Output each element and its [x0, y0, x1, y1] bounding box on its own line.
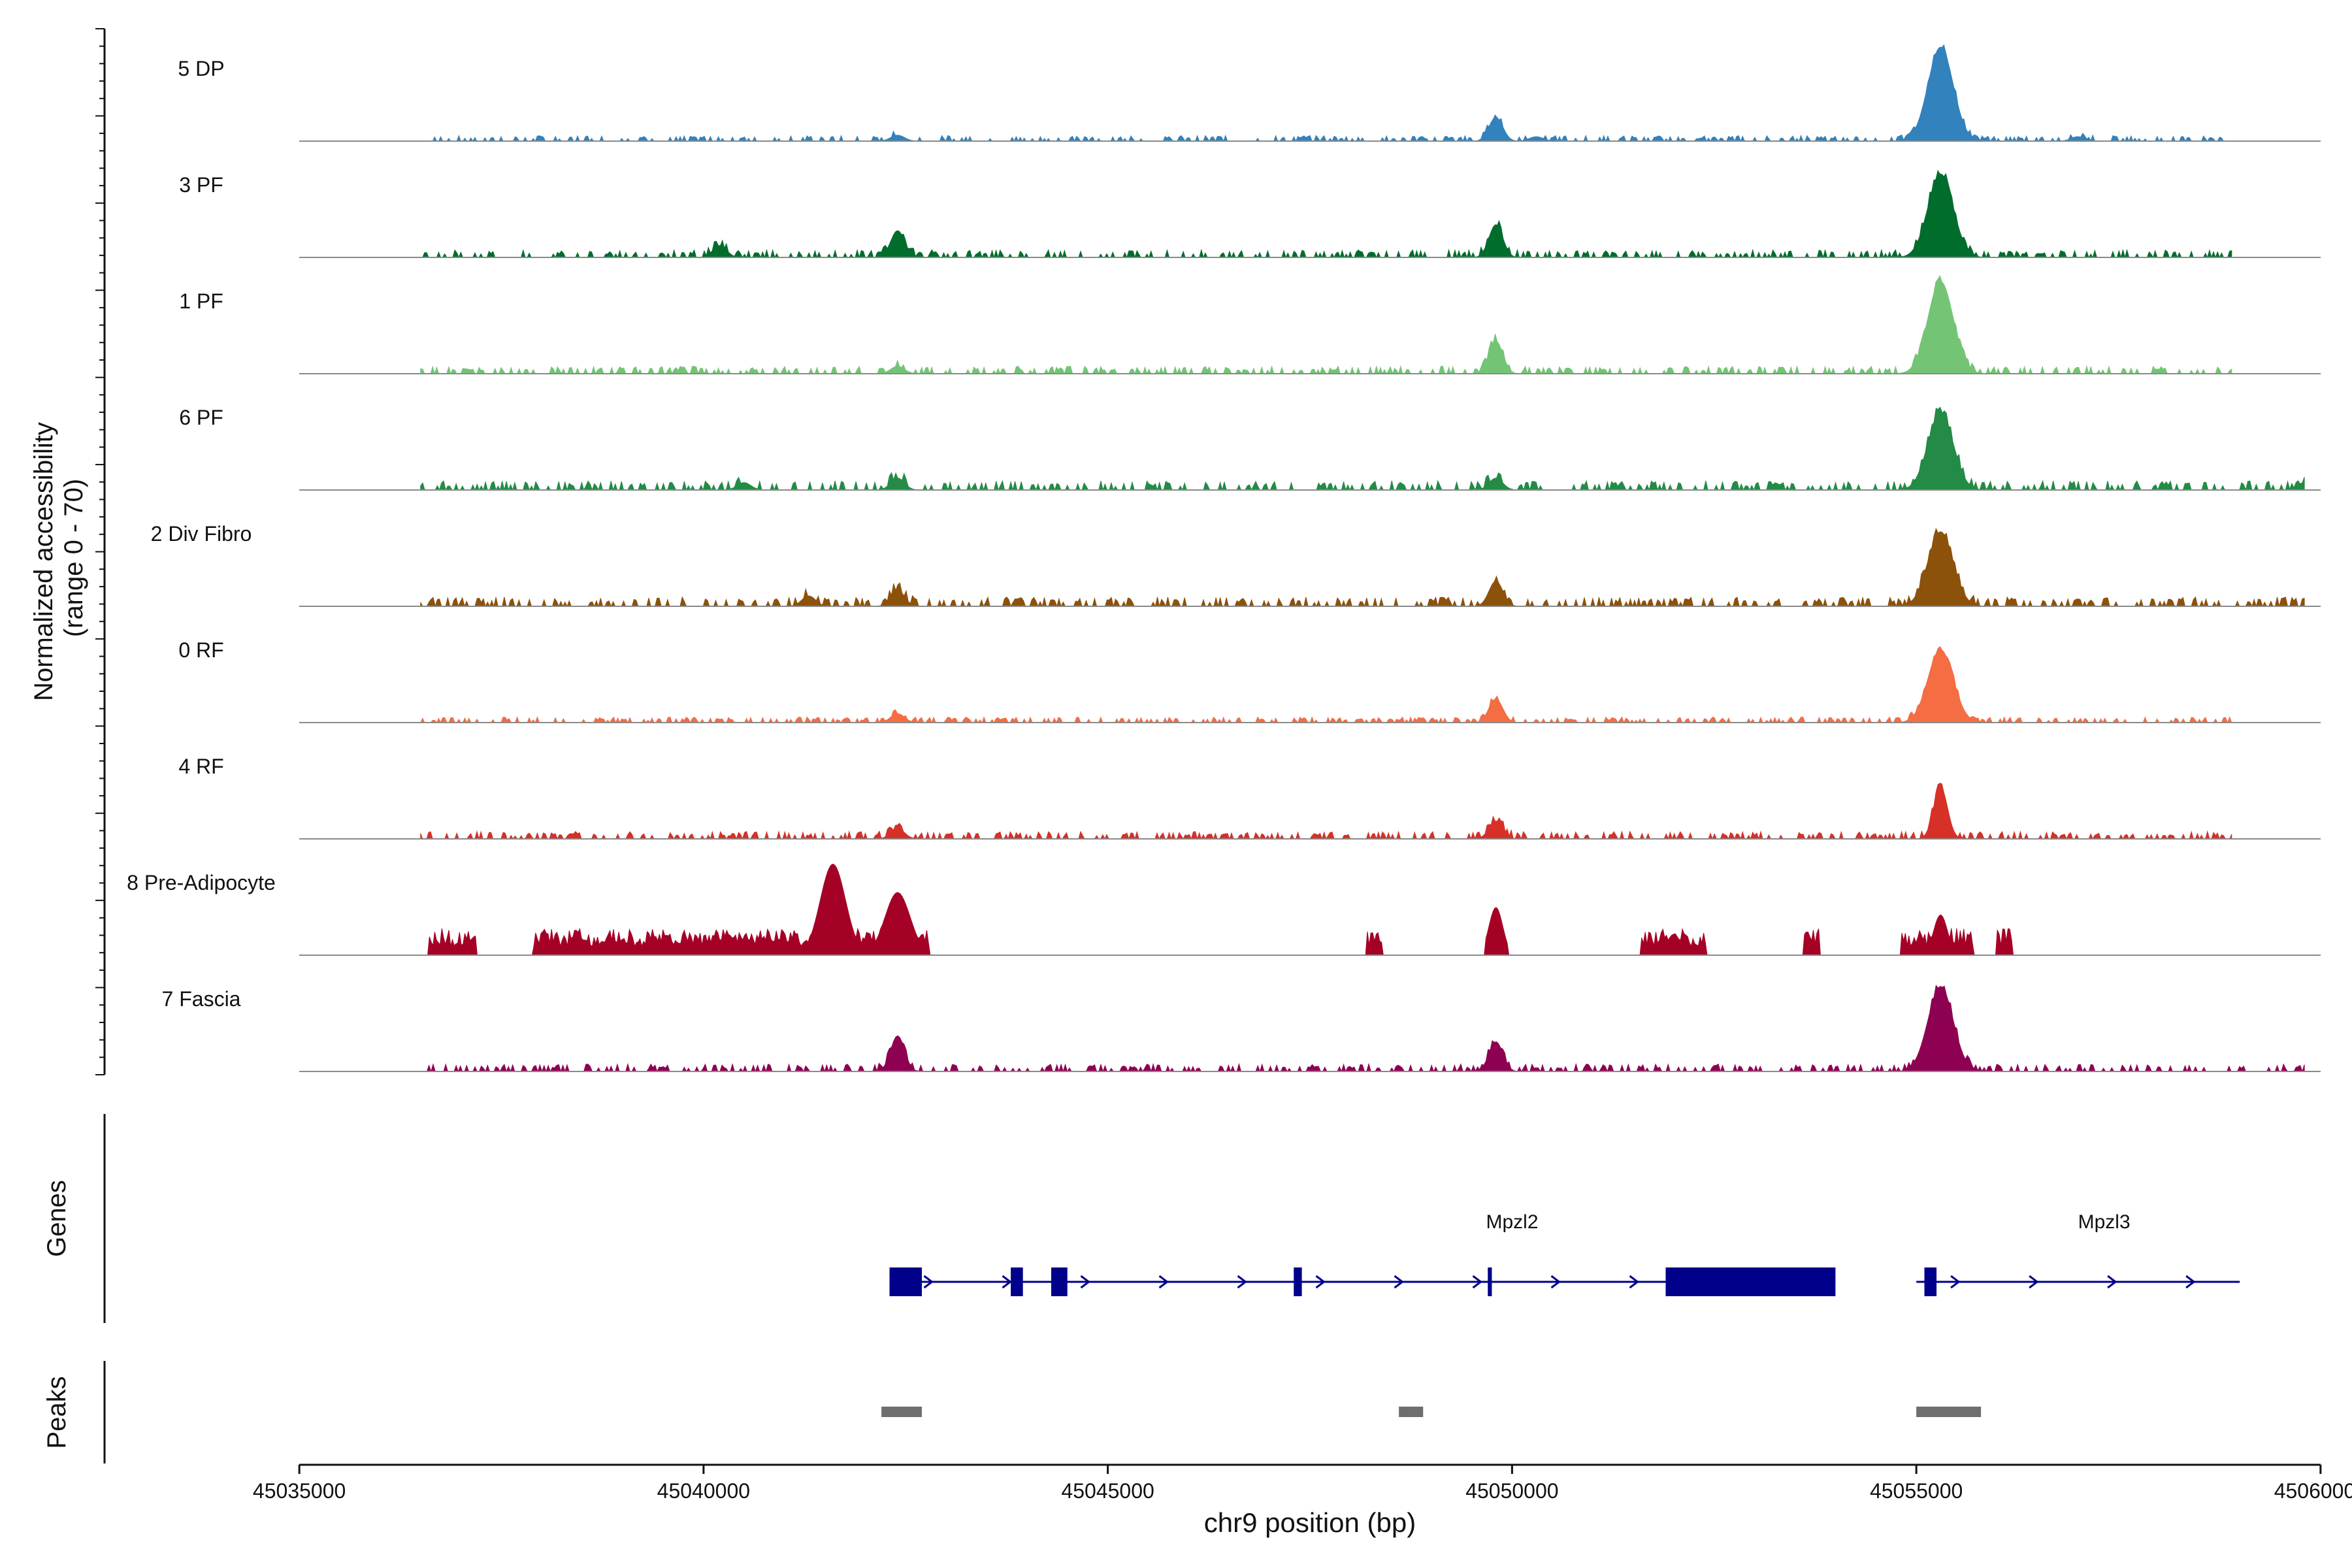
track-8-pre-adipocyte: 8 Pre-Adipocyte — [127, 864, 2321, 956]
track-6-pf: 6 PF — [179, 406, 2321, 491]
track-label: 6 PF — [179, 406, 223, 429]
peak-region-bar — [881, 1407, 922, 1417]
gene-exon — [889, 1267, 922, 1296]
track-label: 2 Div Fibro — [151, 522, 252, 546]
track-label: 0 RF — [178, 638, 223, 662]
coverage-area — [420, 985, 2305, 1073]
strand-arrow — [1472, 1275, 1482, 1289]
gene-mpzl2: Mpzl2 — [889, 1211, 1836, 1296]
track-label: 1 PF — [179, 289, 223, 313]
coverage-area — [420, 783, 2232, 840]
coverage-area — [420, 406, 2305, 491]
coverage-area — [420, 44, 2232, 142]
gene-label: Mpzl2 — [1486, 1211, 1538, 1233]
x-tick-label: 45050000 — [1465, 1479, 1558, 1503]
coverage-y-axis-label: Normalized accessibility (range 0 - 70) — [29, 415, 88, 701]
x-tick-label: 45055000 — [1870, 1479, 1963, 1503]
track-1-pf: 1 PF — [179, 274, 2321, 375]
peak-region-bar — [1916, 1407, 1982, 1417]
strand-arrow — [1237, 1275, 1247, 1289]
coverage-y-ticks — [95, 28, 105, 1075]
gene-exon — [1488, 1267, 1492, 1296]
peak-region-bar — [1399, 1407, 1424, 1417]
x-axis-label: chr9 position (bp) — [1204, 1507, 1416, 1538]
strand-arrow — [1002, 1275, 1012, 1289]
coverage-area — [420, 169, 2232, 259]
strand-arrow — [1629, 1275, 1639, 1289]
strand-arrow — [1158, 1275, 1169, 1289]
track-3-pf: 3 PF — [179, 169, 2321, 259]
x-axis: 45035000 45040000 45045000 45050000 45055000… — [253, 1463, 2352, 1503]
strand-arrow — [1394, 1275, 1404, 1289]
track-2-div-fibro: 2 Div Fibro — [151, 522, 2321, 608]
coverage-area — [419, 645, 2232, 724]
track-label: 4 RF — [178, 755, 223, 778]
y-axis-label-line1: Normalized accessibility — [29, 422, 58, 701]
genes-panel-label: Genes — [42, 1180, 71, 1257]
strand-arrow — [2029, 1275, 2039, 1289]
track-7-fascia: 7 Fascia — [162, 985, 2321, 1073]
coverage-area — [420, 864, 2014, 956]
peaks-panel-label: Peaks — [42, 1376, 71, 1448]
x-tick-label: 45045000 — [1061, 1479, 1154, 1503]
x-tick-label: 45060000 — [2274, 1479, 2352, 1503]
track-label: 8 Pre-Adipocyte — [127, 871, 276, 894]
track-4-rf: 4 RF — [178, 755, 2321, 840]
strand-arrow — [2107, 1275, 2117, 1289]
track-label: 7 Fascia — [162, 987, 241, 1011]
coverage-area — [420, 274, 2232, 375]
strand-arrow — [1080, 1275, 1090, 1289]
coverage-tracks: 5 DP 3 PF 1 PF 6 PF 2 Div Fibro 0 RF 4 RF 8 Pre… — [127, 44, 2321, 1073]
gene-annotations: Mpzl2 Mpzl3 — [889, 1211, 2240, 1296]
strand-arrow — [923, 1275, 934, 1289]
strand-arrow — [1550, 1275, 1561, 1289]
strand-arrow — [2185, 1275, 2196, 1289]
track-0-rf: 0 RF — [178, 638, 2321, 724]
coverage-area — [420, 527, 2305, 608]
y-axis-label-line2: (range 0 - 70) — [59, 479, 88, 637]
gene-exon — [1051, 1267, 1068, 1296]
gene-exon — [1665, 1267, 1836, 1296]
track-label: 3 PF — [179, 173, 223, 197]
gene-exon — [1924, 1267, 1937, 1296]
strand-arrow — [1315, 1275, 1326, 1289]
track-label: 5 DP — [178, 57, 224, 80]
strand-arrow — [1950, 1275, 1961, 1289]
track-5-dp: 5 DP — [178, 44, 2321, 142]
gene-exon — [1011, 1267, 1023, 1296]
gene-mpzl3: Mpzl3 — [1916, 1211, 2240, 1296]
gene-label: Mpzl3 — [2078, 1211, 2131, 1233]
peak-regions — [881, 1407, 1982, 1417]
x-tick-label: 45040000 — [657, 1479, 750, 1503]
x-tick-label: 45035000 — [253, 1479, 346, 1503]
gene-exon — [1294, 1267, 1302, 1296]
